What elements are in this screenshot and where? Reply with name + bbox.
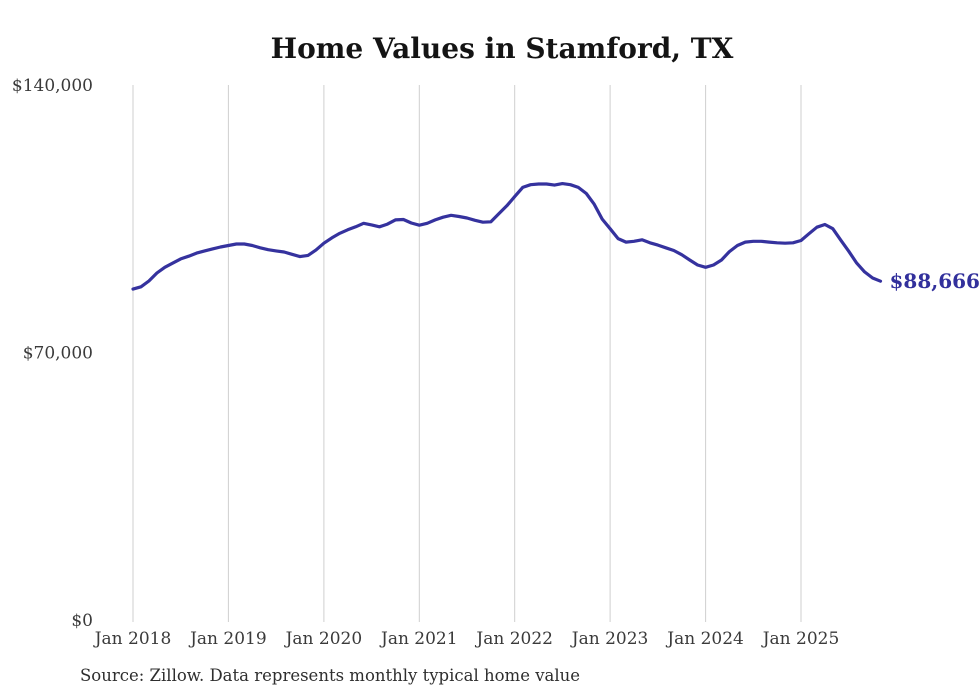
- y-tick-label-70000: $70,000: [23, 344, 93, 364]
- y-tick-label-0: $0: [71, 611, 93, 631]
- home-value-series-line: [131, 182, 883, 291]
- source-note: Source: Zillow. Data represents monthly …: [80, 666, 580, 685]
- x-tick-label-jan-2021: Jan 2021: [379, 629, 458, 649]
- x-tick-label-jan-2019: Jan 2019: [188, 629, 267, 649]
- gridlines-group: [132, 85, 802, 622]
- y-tick-label-140000: $140,000: [12, 76, 93, 96]
- x-tick-label-jan-2023: Jan 2023: [570, 629, 649, 649]
- x-axis-tick-labels: Jan 2018 Jan 2019 Jan 2020 Jan 2021 Jan 2022…: [93, 629, 840, 649]
- x-tick-label-jan-2020: Jan 2020: [284, 629, 363, 649]
- x-tick-label-jan-2025: Jan 2025: [761, 629, 840, 649]
- chart-title: Home Values in Stamford, TX: [271, 32, 734, 65]
- y-axis-tick-labels: $140,000 $70,000 $0: [12, 76, 93, 631]
- x-tick-label-jan-2024: Jan 2024: [665, 629, 744, 649]
- latest-value-label: $88,666: [890, 269, 980, 293]
- x-tick-label-jan-2022: Jan 2022: [474, 629, 553, 649]
- x-tick-label-jan-2018: Jan 2018: [93, 629, 172, 649]
